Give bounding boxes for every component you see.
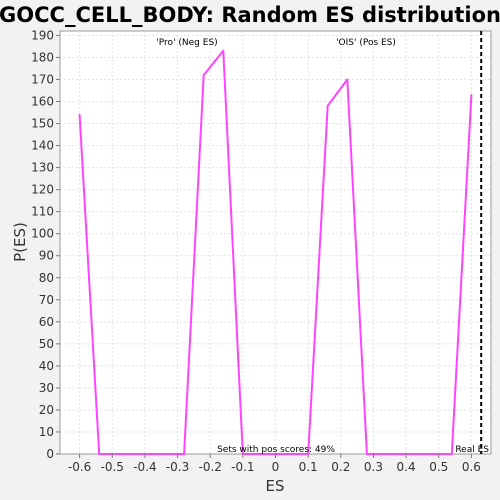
real-es-label: Real ES bbox=[455, 445, 489, 455]
x-axis-title: ES bbox=[266, 477, 285, 495]
plot-area bbox=[59, 30, 492, 455]
y-tick-label: 30 bbox=[39, 381, 54, 395]
pos-scores-annotation: Sets with pos scores: 49% bbox=[217, 445, 335, 455]
y-tick-label: 120 bbox=[31, 183, 54, 197]
data-point bbox=[470, 93, 473, 96]
x-tick-label: 0.2 bbox=[331, 460, 350, 474]
data-point bbox=[98, 453, 101, 455]
x-tick-label: 0.5 bbox=[429, 460, 448, 474]
x-tick-label: 0 bbox=[272, 460, 280, 474]
axes: 0 10 20 30 40 50 60 70 80 90 100 110 120 130 140 150 160… bbox=[31, 28, 481, 474]
x-tick-label: 0.1 bbox=[299, 460, 318, 474]
chart-title: GOCC_CELL_BODY: Random ES distribution bbox=[0, 3, 500, 27]
y-tick-label: 190 bbox=[31, 28, 54, 42]
x-tick-label: -0.4 bbox=[133, 460, 156, 474]
data-point bbox=[202, 74, 205, 76]
data-point bbox=[366, 453, 368, 455]
x-tick-label: -0.6 bbox=[68, 460, 91, 474]
x-tick-label: -0.2 bbox=[198, 460, 221, 474]
neg-es-annotation: 'Pro' (Neg ES) bbox=[156, 38, 217, 48]
x-tick-label: -0.5 bbox=[101, 460, 124, 474]
y-tick-label: 150 bbox=[31, 117, 54, 131]
data-point bbox=[346, 78, 349, 81]
x-tick-label: 0.4 bbox=[397, 460, 416, 474]
y-tick-label: 140 bbox=[31, 139, 54, 153]
y-tick-label: 70 bbox=[39, 293, 54, 307]
data-point bbox=[222, 49, 225, 52]
x-tick-label: -0.1 bbox=[231, 460, 254, 474]
y-tick-label: 130 bbox=[31, 161, 54, 175]
y-tick-label: 110 bbox=[31, 205, 54, 219]
data-point bbox=[78, 113, 81, 116]
pos-es-annotation: 'OIS' (Pos ES) bbox=[336, 38, 396, 48]
y-tick-label: 40 bbox=[39, 359, 54, 373]
y-tick-label: 0 bbox=[46, 447, 54, 461]
y-tick-label: 90 bbox=[39, 249, 54, 263]
y-tick-label: 170 bbox=[31, 72, 54, 86]
data-point bbox=[450, 453, 453, 455]
x-tick-label: -0.3 bbox=[166, 460, 189, 474]
y-tick-label: 80 bbox=[39, 271, 54, 285]
y-tick-label: 160 bbox=[31, 95, 54, 109]
y-tick-label: 50 bbox=[39, 337, 54, 351]
grid bbox=[60, 31, 491, 454]
y-tick-label: 20 bbox=[39, 403, 54, 417]
data-point bbox=[326, 105, 329, 107]
x-tick-label: 0.6 bbox=[462, 460, 481, 474]
y-tick-label: 180 bbox=[31, 50, 54, 64]
y-tick-label: 10 bbox=[39, 425, 54, 439]
y-axis-title: P(ES) bbox=[11, 222, 29, 262]
x-tick-label: 0.3 bbox=[364, 460, 383, 474]
y-tick-label: 100 bbox=[31, 227, 54, 241]
y-tick-label: 60 bbox=[39, 315, 54, 329]
data-point bbox=[183, 453, 185, 455]
